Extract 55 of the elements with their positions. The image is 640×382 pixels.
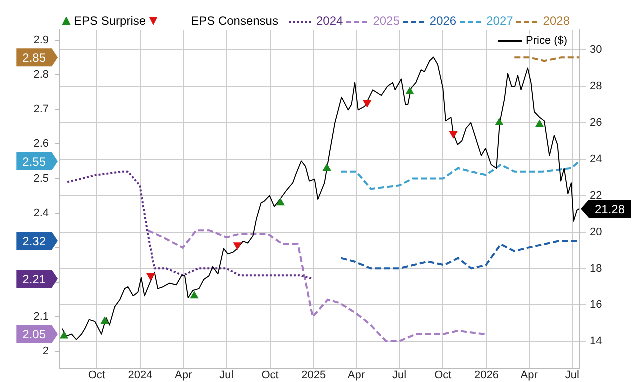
x-tick-label: Oct	[88, 370, 106, 382]
legend-label: 2028	[543, 14, 570, 28]
point	[60, 332, 68, 339]
text: 2.05	[22, 328, 46, 342]
y-tick-label: 2.7	[34, 104, 49, 116]
y-tick-label: 2.6	[34, 138, 49, 150]
y2-tick-label: 16	[590, 299, 602, 312]
y2-tick-label: 14	[590, 336, 602, 348]
text: 2.85	[22, 50, 46, 65]
point	[276, 198, 285, 206]
y-tick-label: 2.4	[34, 207, 49, 220]
legend-label: Price ($)	[526, 35, 568, 47]
legend-label: 2024	[316, 14, 344, 28]
point	[323, 164, 332, 172]
line-series	[340, 160, 580, 190]
y-tick-label: 2.9	[34, 34, 49, 46]
y2-tick-label: 26	[590, 116, 602, 129]
text: 2.21	[22, 272, 46, 286]
y-tick-label: 2.1	[34, 311, 49, 324]
x-tick-label: Apr	[175, 370, 192, 382]
legend-label: 2025	[373, 14, 400, 28]
x-tick-label: Apr	[520, 370, 538, 382]
x-tick-label: Apr	[348, 370, 366, 382]
x-tick-label: Oct	[262, 370, 279, 382]
legend-label: 2027	[486, 14, 514, 28]
text: 2.32	[22, 234, 46, 248]
legend-title: EPS Consensus	[191, 14, 278, 28]
y2-tick-label: 22	[590, 190, 602, 202]
x-tick-label: 2024	[128, 370, 153, 382]
text: 2.55	[22, 154, 46, 169]
y2-tick-label: 20	[590, 226, 602, 238]
data-label: 21.28	[595, 202, 626, 216]
point	[101, 317, 109, 324]
y-tick-label: 2	[42, 346, 49, 358]
point	[406, 87, 414, 94]
legend-label: 2026	[430, 14, 457, 28]
x-tick-label: Jul	[565, 370, 580, 382]
y-tick-label: 2.5	[34, 172, 49, 185]
legend-label: EPS Surprise	[74, 14, 146, 28]
x-tick-label: Oct	[434, 370, 452, 382]
line-series	[340, 240, 580, 270]
y2-tick-label: 30	[590, 44, 602, 56]
x-tick-label: Jul	[220, 370, 234, 382]
y2-tick-label: 28	[590, 80, 602, 93]
line-series	[147, 230, 486, 342]
point	[190, 292, 198, 299]
y2-tick-label: 24	[590, 153, 602, 166]
line-series	[66, 170, 314, 280]
x-tick-label: 2026	[474, 370, 499, 382]
y-tick-label: 2.8	[34, 69, 49, 81]
point	[536, 120, 544, 128]
x-tick-label: Jul	[392, 370, 407, 382]
point	[496, 118, 504, 126]
x-tick-label: 2025	[302, 370, 326, 382]
y2-tick-label: 18	[590, 262, 602, 275]
